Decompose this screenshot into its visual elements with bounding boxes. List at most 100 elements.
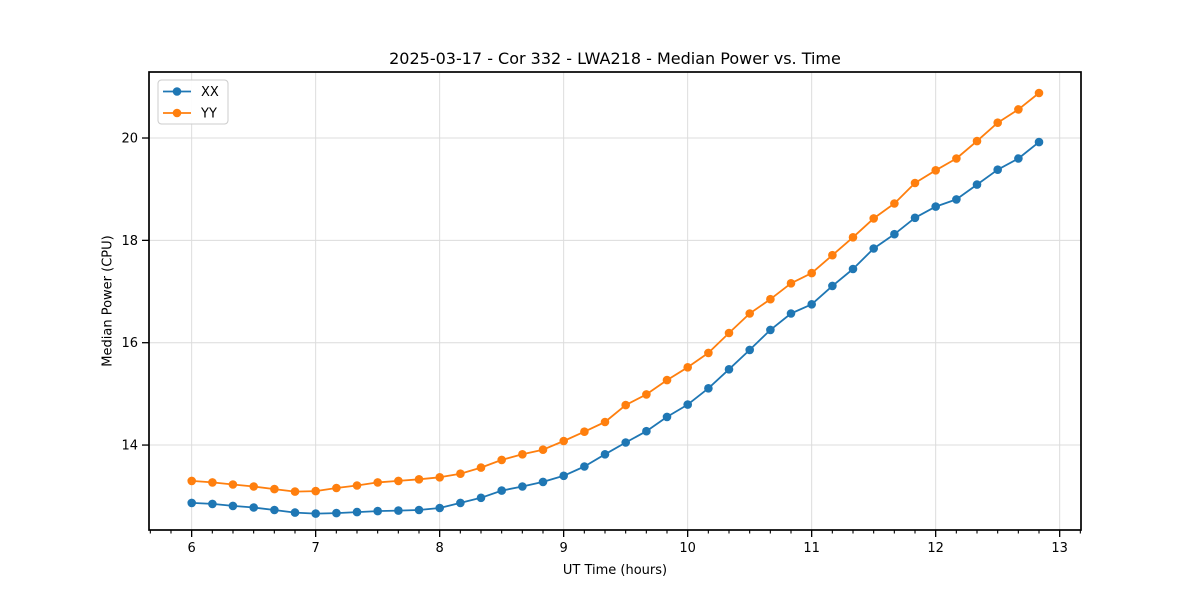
y-tick-label: 16 — [121, 336, 138, 351]
legend-label: YY — [200, 107, 217, 122]
series-yy-marker — [208, 478, 217, 487]
x-axis-label: UT Time (hours) — [562, 563, 668, 578]
legend-item-xx: XX — [163, 85, 219, 100]
series-yy-marker — [352, 481, 362, 490]
series-yy-marker — [890, 199, 899, 208]
series-yy-marker — [373, 478, 383, 487]
series-xx-marker — [228, 501, 238, 511]
series-xx — [187, 137, 1044, 518]
series-yy-marker — [600, 417, 610, 427]
series-yy-marker — [1034, 88, 1044, 98]
series-xx-marker — [352, 507, 362, 517]
series-xx-marker — [662, 412, 672, 422]
series-xx-marker — [766, 325, 775, 335]
series-xx-marker — [786, 309, 796, 318]
series-yy-marker — [538, 445, 548, 455]
series-yy-marker — [332, 483, 341, 493]
series-xx-marker — [373, 506, 383, 516]
series-xx-marker — [869, 244, 878, 253]
legend: XX YY — [157, 79, 229, 125]
series-xx-marker — [435, 503, 445, 513]
series-yy-marker — [724, 328, 734, 338]
series-xx-line — [191, 141, 1040, 515]
ticks: 6 7 8 9 10 11 12 13 14 16 18 20 — [121, 132, 1081, 556]
series-yy-marker — [456, 469, 465, 479]
x-tick-label: 13 — [1051, 541, 1068, 556]
plot-border — [148, 71, 1082, 531]
series-xx-marker — [1014, 154, 1023, 163]
grid — [149, 72, 1081, 530]
series-yy-marker — [187, 476, 196, 486]
series-yy-marker — [704, 348, 713, 358]
chart-title: 2025-03-17 - Cor 332 - LWA218 - Median P… — [389, 49, 841, 68]
x-tick-label: 11 — [803, 541, 820, 556]
series-yy-marker — [228, 480, 238, 489]
series-xx-marker — [414, 505, 424, 515]
series-xx-marker — [600, 450, 610, 459]
series-yy-marker — [683, 363, 692, 372]
legend-marker — [172, 108, 182, 118]
series-yy-marker — [290, 487, 300, 496]
series-yy-marker — [662, 375, 672, 385]
series-xx-marker — [311, 509, 321, 518]
series-xx-marker — [497, 486, 507, 495]
series-xx-marker — [270, 505, 279, 515]
series-xx-marker — [745, 345, 754, 355]
series-xx-marker — [290, 508, 300, 517]
series-yy-marker — [394, 476, 403, 486]
series-yy-marker — [972, 136, 982, 146]
series-xx-marker — [621, 438, 630, 447]
series-yy-marker — [952, 154, 961, 163]
series-yy-marker — [249, 482, 258, 491]
y-tick-label: 18 — [121, 234, 138, 249]
series-xx-marker — [332, 508, 341, 518]
series-xx-marker — [476, 493, 486, 503]
series-xx-marker — [580, 462, 589, 471]
y-axis-label: Median Power (CPU) — [100, 235, 116, 367]
series-xx-marker — [249, 503, 258, 512]
series-yy-marker — [621, 400, 630, 410]
series-yy-marker — [435, 473, 445, 482]
series-yy-marker — [869, 214, 878, 223]
series-yy-marker — [1014, 105, 1023, 114]
series-yy-marker — [766, 294, 775, 304]
series-xx-marker — [848, 264, 858, 274]
series-yy-marker — [414, 475, 424, 484]
series-xx-marker — [828, 281, 837, 291]
series-yy-marker — [807, 268, 816, 278]
series-xx-marker — [538, 477, 548, 487]
series-yy-marker — [642, 390, 651, 399]
series-yy-marker — [559, 436, 568, 446]
series-xx-marker — [208, 499, 217, 509]
legend-item-yy: YY — [163, 107, 217, 122]
series-xx-marker — [724, 365, 734, 374]
series-xx-marker — [456, 498, 465, 508]
series-xx-marker — [890, 229, 899, 239]
series-xx-marker — [559, 471, 568, 481]
series-yy-marker — [993, 118, 1002, 127]
series-yy-marker — [745, 309, 754, 318]
series-xx-marker — [972, 180, 982, 189]
series-yy-marker — [848, 233, 858, 242]
series-yy-marker — [497, 455, 507, 465]
series-xx-marker — [1034, 137, 1044, 147]
series-xx-marker — [642, 426, 651, 436]
series-xx-marker — [187, 498, 196, 508]
series-yy-marker — [931, 166, 940, 175]
series-yy-marker — [476, 463, 486, 472]
series-yy-line — [191, 92, 1040, 493]
series-yy-marker — [580, 427, 589, 437]
series-yy-marker — [270, 484, 279, 494]
series-xx-marker — [910, 213, 920, 223]
series-xx-marker — [704, 384, 713, 393]
x-tick-label: 9 — [560, 541, 568, 556]
series-yy — [187, 88, 1044, 496]
legend-marker — [172, 87, 182, 96]
x-tick-label: 6 — [188, 541, 196, 556]
series-yy-marker — [828, 250, 837, 260]
series-xx-marker — [394, 506, 403, 515]
x-tick-label: 8 — [436, 541, 444, 556]
series-yy-marker — [910, 178, 920, 188]
series-xx-marker — [931, 202, 940, 211]
